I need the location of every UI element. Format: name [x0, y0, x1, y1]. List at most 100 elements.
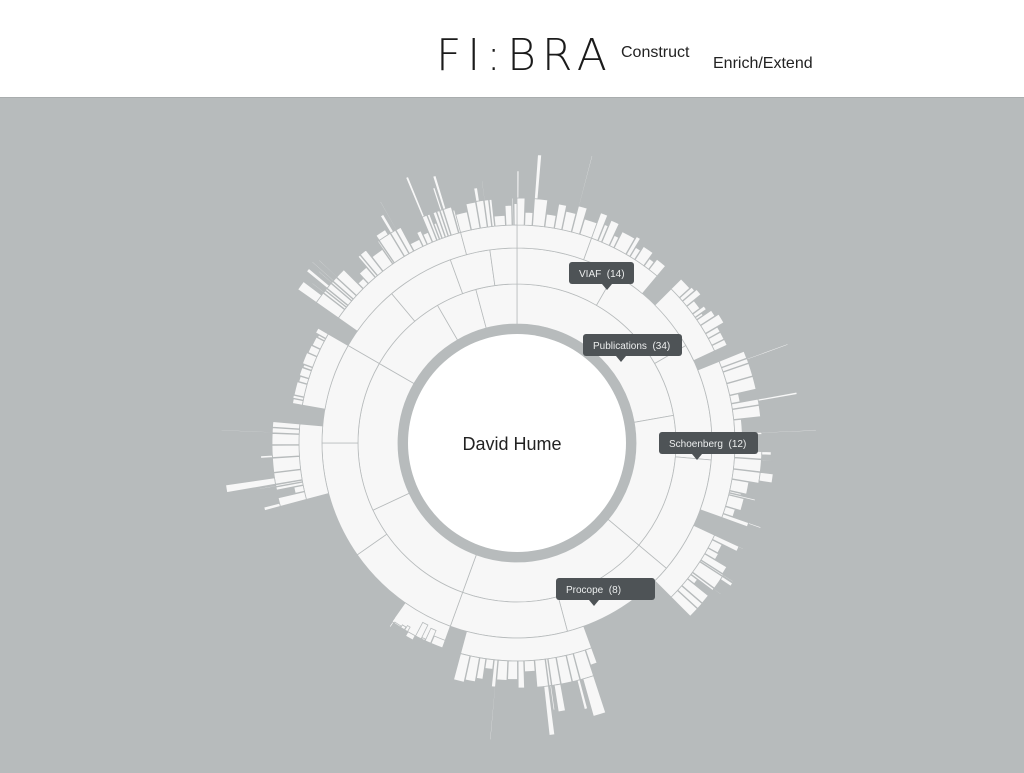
sunburst-segment-31[interactable] [578, 155, 594, 207]
sunburst-segment-186[interactable] [379, 200, 398, 231]
sunburst-segment-90[interactable] [722, 574, 734, 583]
sunburst-segment-92[interactable] [719, 576, 734, 587]
sunburst-segment-37[interactable] [609, 234, 620, 249]
sunburst-segment-113[interactable] [517, 660, 525, 689]
sunburst-segment-197[interactable] [432, 187, 443, 211]
sunburst-segment-76[interactable] [729, 478, 750, 495]
sunburst-segment-43[interactable] [648, 258, 667, 277]
sunburst-segment-87[interactable] [704, 547, 719, 561]
sunburst-segment-34[interactable] [591, 212, 609, 241]
sunburst-segment-151[interactable] [292, 394, 305, 401]
sunburst-segment-172[interactable] [311, 260, 335, 282]
nav-enrich-extend-link[interactable]: Enrich/Extend [713, 55, 813, 72]
sunburst-segment-71[interactable] [761, 451, 772, 456]
sunburst-segment-72[interactable] [733, 457, 762, 473]
sunburst-segment-129[interactable] [400, 624, 407, 631]
sunburst-segment-40[interactable] [629, 246, 641, 260]
sunburst-segment-127[interactable] [405, 631, 416, 641]
sunburst-segment-45[interactable] [670, 278, 691, 299]
sunburst-segment-49[interactable] [692, 305, 707, 318]
sunburst-segment-48[interactable] [686, 300, 701, 315]
sunburst-segment-104[interactable] [576, 679, 589, 710]
sunburst-segment-132[interactable] [391, 617, 396, 623]
sunburst-segment-191[interactable] [405, 176, 425, 218]
sunburst-segment-118[interactable] [484, 658, 495, 670]
sunburst-segment-54[interactable] [707, 331, 725, 346]
sunburst-segment-195[interactable] [436, 210, 449, 238]
sunburst-segment-136[interactable] [293, 484, 305, 494]
nav-construct-link[interactable]: Construct [621, 44, 690, 61]
sunburst-segment-142[interactable] [272, 456, 302, 473]
sunburst-segment-98[interactable] [670, 590, 698, 617]
sunburst-segment-107[interactable] [553, 683, 566, 713]
sunburst-segment-212[interactable] [513, 203, 518, 226]
sunburst-segment-203[interactable] [465, 201, 481, 231]
sunburst-segment-210[interactable] [504, 204, 513, 226]
sunburst-segment-36[interactable] [601, 219, 620, 246]
sunburst-segment-94[interactable] [712, 588, 722, 596]
sunburst-segment-145[interactable] [271, 433, 300, 446]
sunburst-segment-109[interactable] [549, 685, 556, 711]
tooltip-viaf[interactable]: VIAF (14) [569, 262, 634, 290]
sunburst-segment-51[interactable] [696, 309, 716, 326]
sunburst-segment-211[interactable] [511, 197, 515, 226]
sunburst-segment-27[interactable] [544, 213, 557, 229]
sunburst-segment-100[interactable] [585, 647, 598, 666]
sunburst-segment-20[interactable] [489, 247, 518, 287]
sunburst-segment-105[interactable] [555, 654, 573, 685]
sunburst-segment-29[interactable] [561, 210, 577, 233]
sunburst-segment-119[interactable] [475, 657, 487, 680]
sunburst-segment-126[interactable] [415, 621, 429, 640]
sunburst-segment-159[interactable] [317, 334, 327, 342]
sunburst-segment-117[interactable] [489, 686, 496, 741]
sunburst-segment-97[interactable] [677, 585, 703, 609]
sunburst-segment-193[interactable] [433, 222, 443, 240]
sunburst-segment-58[interactable] [721, 358, 750, 373]
sunburst-segment-64[interactable] [757, 391, 798, 402]
sunburst-segment-95[interactable] [687, 574, 698, 585]
sunburst-chart[interactable]: David Hume VIAF (14) Publications (34) S… [0, 98, 1024, 768]
sunburst-segment-174[interactable] [318, 259, 338, 278]
sunburst-segment-125[interactable] [421, 637, 426, 641]
tooltip-schoenberg[interactable]: Schoenberg (12) [659, 432, 758, 460]
sunburst-segment-75[interactable] [758, 471, 774, 484]
sunburst-segment-88[interactable] [700, 553, 728, 575]
sunburst-segment-65[interactable] [731, 404, 762, 421]
sunburst-segment-22[interactable] [516, 197, 526, 226]
sunburst-segment-154[interactable] [298, 367, 312, 379]
sunburst-segment-148[interactable] [272, 421, 301, 430]
sunburst-segment-41[interactable] [634, 245, 654, 267]
sunburst-segment-160[interactable] [315, 327, 329, 339]
sunburst-segment-61[interactable] [726, 376, 757, 396]
sunburst-segment-165[interactable] [311, 282, 325, 294]
sunburst-segment-168[interactable] [305, 267, 330, 289]
sunburst-segment-24[interactable] [524, 211, 534, 226]
sunburst-segment-192[interactable] [426, 213, 440, 241]
sunburst-segment-144[interactable] [260, 454, 273, 459]
sunburst-segment-47[interactable] [682, 288, 702, 307]
sunburst-segment-53[interactable] [705, 326, 721, 339]
sunburst-segment-73[interactable] [760, 459, 773, 462]
sunburst-segment-80[interactable] [722, 506, 736, 518]
sunburst-segment-115[interactable] [496, 659, 509, 681]
sunburst-segment-163[interactable] [297, 280, 323, 304]
sunburst-segment-59[interactable] [746, 343, 789, 361]
fibra-logo[interactable]: FI:BRA [436, 30, 613, 81]
sunburst-segment-130[interactable] [393, 621, 402, 628]
sunburst-segments[interactable] [220, 154, 817, 741]
sunburst-segment-209[interactable] [493, 214, 506, 227]
sunburst-segment-66[interactable] [733, 418, 743, 434]
sunburst-segment-79[interactable] [725, 494, 745, 512]
sunburst-segment-116[interactable] [491, 659, 499, 688]
sunburst-segment-156[interactable] [302, 352, 318, 368]
sunburst-segment-178[interactable] [359, 249, 384, 276]
sunburst-segment-96[interactable] [681, 578, 709, 604]
sunburst-segment-114[interactable] [507, 660, 518, 680]
sunburst-segment-131[interactable] [388, 621, 395, 628]
sunburst-segment-139[interactable] [258, 485, 277, 490]
center-node[interactable] [408, 334, 626, 552]
sunburst-segment-176[interactable] [358, 266, 376, 284]
sunburst-segment-189[interactable] [422, 231, 433, 245]
sunburst-segment-38[interactable] [613, 231, 636, 255]
sunburst-segment-173[interactable] [336, 269, 364, 296]
